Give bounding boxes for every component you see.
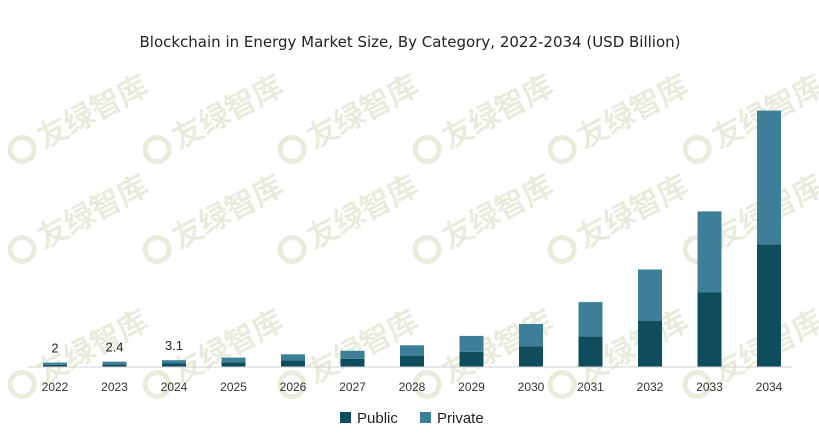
chart-title: Blockchain in Energy Market Size, By Cat…	[139, 33, 680, 51]
bar-private-2031	[578, 302, 603, 337]
bar-public-2029	[459, 351, 484, 367]
x-tick-label: 2022	[42, 380, 69, 394]
watermark-logo-icon	[682, 369, 712, 399]
data-label: 3.1	[165, 338, 183, 353]
watermark-logo-icon	[547, 369, 577, 399]
bar-private-2023	[102, 361, 127, 365]
bar-private-2032	[638, 269, 662, 321]
watermark: 友绿智库	[547, 169, 694, 264]
bar-private-2034	[757, 110, 781, 245]
watermark-text: 友绿智库	[437, 169, 559, 256]
x-tick-label: 2027	[339, 380, 366, 394]
watermark: 友绿智库	[547, 304, 694, 399]
watermark: 友绿智库	[547, 69, 694, 164]
watermark-text: 友绿智库	[437, 69, 559, 156]
data-labels: 2 2.4 3.1	[51, 338, 183, 355]
watermark-text: 友绿智库	[572, 169, 694, 256]
x-tick-label: 2033	[696, 380, 723, 394]
watermark: 友绿智库	[7, 69, 154, 164]
bar-public-2033	[697, 292, 722, 367]
bar-private-2030	[519, 324, 543, 347]
bar-private-2027	[340, 350, 365, 359]
watermark: 友绿智库	[7, 304, 154, 399]
watermark-logo-icon	[277, 134, 307, 164]
watermark-logo-icon	[412, 234, 442, 264]
watermark: 友绿智库	[412, 69, 559, 164]
bar-private-2028	[400, 345, 424, 356]
watermark: 友绿智库	[412, 169, 559, 264]
watermark: 友绿智库	[142, 69, 289, 164]
legend-item-private: Private	[420, 410, 484, 427]
x-tick-label: 2026	[280, 380, 307, 394]
watermark-logo-icon	[7, 369, 37, 399]
bar-public-2031	[578, 336, 603, 367]
bar-private-2025	[221, 357, 246, 363]
bar-public-2034	[757, 244, 781, 367]
watermark-logo-icon	[142, 234, 172, 264]
bar-private-2026	[281, 354, 305, 361]
watermark-logo-icon	[7, 234, 37, 264]
bar-public-2022	[43, 364, 67, 367]
bar-public-2028	[400, 356, 424, 367]
watermark-logo-icon	[277, 234, 307, 264]
bar-public-2026	[281, 360, 305, 367]
bar-public-2027	[340, 358, 365, 367]
watermark-logo-icon	[7, 134, 37, 164]
x-tick-label: 2029	[458, 380, 485, 394]
watermark: 友绿智库	[7, 169, 154, 264]
bar-public-2025	[221, 362, 246, 367]
legend-label: Private	[437, 410, 484, 427]
watermark-text: 友绿智库	[32, 69, 154, 156]
x-tick-label: 2024	[161, 380, 188, 394]
watermark-text: 友绿智库	[167, 169, 289, 256]
watermark: 友绿智库	[142, 169, 289, 264]
x-tick-label: 2031	[577, 380, 604, 394]
watermark-text: 友绿智库	[302, 169, 424, 256]
legend-label: Public	[357, 410, 398, 427]
bar-public-2023	[102, 364, 127, 367]
watermark-text: 友绿智库	[302, 69, 424, 156]
bar-private-2029	[459, 335, 484, 352]
legend: Public Private	[340, 410, 484, 427]
watermark-text: 友绿智库	[32, 304, 154, 391]
watermark-text: 友绿智库	[572, 69, 694, 156]
watermark-logo-icon	[142, 134, 172, 164]
legend-swatch	[340, 412, 351, 423]
bar-public-2030	[519, 346, 543, 367]
x-tick-label: 2032	[637, 380, 664, 394]
bar-public-2032	[638, 321, 662, 367]
watermark-logo-icon	[412, 134, 442, 164]
x-tick-label: 2034	[756, 380, 783, 394]
watermark-text: 友绿智库	[167, 304, 289, 391]
x-tick-label: 2028	[399, 380, 426, 394]
data-label: 2.4	[105, 340, 123, 355]
bar-private-2033	[697, 211, 722, 293]
watermark-logo-icon	[142, 369, 172, 399]
x-tick-label: 2023	[101, 380, 128, 394]
watermark-text: 友绿智库	[32, 169, 154, 256]
watermark-text: 友绿智库	[167, 69, 289, 156]
watermark-logo-icon	[547, 234, 577, 264]
legend-item-public: Public	[340, 410, 398, 427]
bar-private-2022	[43, 362, 67, 365]
watermark-logo-icon	[412, 369, 442, 399]
watermark: 友绿智库	[277, 69, 424, 164]
watermark-logo-icon	[547, 134, 577, 164]
watermark-logo-icon	[682, 134, 712, 164]
bar-private-2024	[162, 360, 186, 364]
watermark-logo-icon	[277, 369, 307, 399]
legend-swatch	[420, 412, 431, 423]
bar-public-2024	[162, 363, 186, 367]
bars-layer	[43, 110, 781, 367]
watermark: 友绿智库	[277, 169, 424, 264]
data-label: 2	[51, 341, 58, 356]
watermark: 友绿智库	[682, 69, 819, 164]
x-tick-label: 2030	[518, 380, 545, 394]
x-tick-labels: 2022 2023 2024 2025 2026 2027 2028 2029 2030 2031…	[42, 380, 783, 394]
x-tick-label: 2025	[220, 380, 247, 394]
